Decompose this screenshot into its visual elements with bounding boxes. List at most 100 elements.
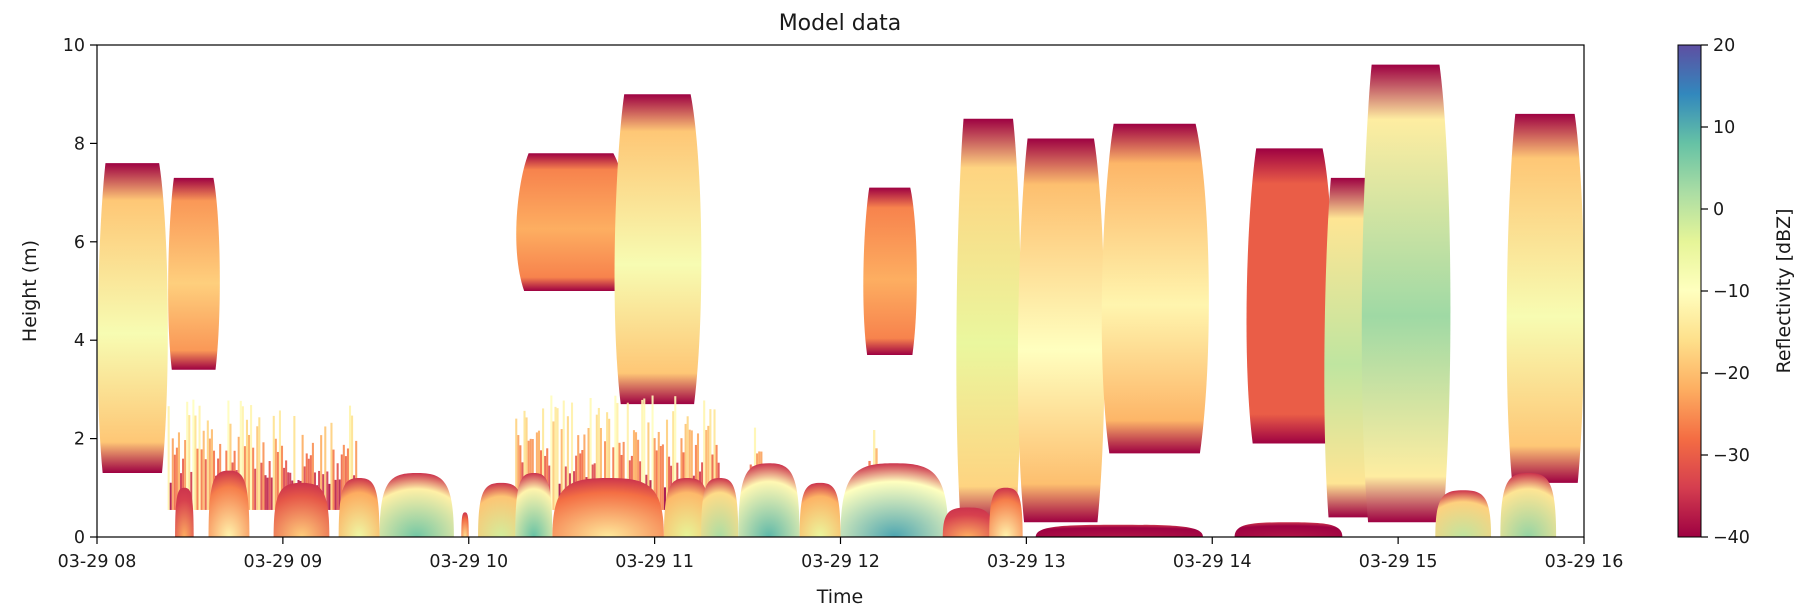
surface-cell [273,482,330,537]
boundary-layer-column [276,451,279,510]
y-tick-label: 10 [63,36,85,56]
x-axis: 03-29 08 03-29 09 03-29 10 03-29 11 03-29 12… [58,537,1623,572]
boundary-layer-column [262,442,265,510]
cloud-blob [97,163,168,474]
boundary-layer-column [210,429,213,510]
boundary-layer-column [245,419,249,510]
boundary-layer-column [324,426,327,510]
boundary-layer-column [182,458,185,510]
cloud-blob [1017,138,1105,523]
cloud-blob [863,187,917,355]
boundary-layer-column [252,447,255,510]
boundary-layer-column [606,412,609,510]
boundary-layer-column [641,399,644,510]
boundary-layer-column [632,430,636,510]
boundary-layer-column [626,402,629,510]
boundary-layer-column [250,405,253,510]
boundary-layer-column [523,410,526,510]
colorbar-ticks: −40 −30 −20 −10 0 10 20 [1701,36,1750,548]
boundary-layer-column [517,435,520,510]
boundary-layer-column [550,395,553,510]
boundary-layer-column [542,408,545,510]
boundary-layer-column [643,398,646,510]
boundary-layer-column [713,409,716,510]
boundary-layer-column [709,409,712,510]
boundary-layer-column [336,463,339,510]
boundary-layer-column [186,401,189,510]
boundary-layer-column [272,415,275,510]
boundary-layer-column [537,430,541,510]
surface-cell [663,477,711,537]
boundary-layer-column [334,479,337,510]
boundary-layer-column [570,402,574,510]
boundary-layer-column [583,434,586,510]
reflectivity-heatmap [97,64,1584,537]
x-tick-label: 03-29 14 [1173,552,1252,572]
boundary-layer-column [707,425,710,510]
boundary-layer-column [668,456,671,510]
y-tick-label: 8 [74,134,85,154]
boundary-layer-column [285,460,288,510]
boundary-layer-column [278,410,281,510]
boundary-layer-column [202,430,205,510]
colorbar-tick-label: −20 [1713,364,1750,384]
colorbar-label: Reflectivity [dBZ] [1773,208,1795,373]
colorbar-tick-label: −30 [1713,446,1750,466]
boundary-layer-column [256,426,259,510]
boundary-layer-column [309,455,312,510]
boundary-layer-column [342,444,345,510]
boundary-layer-column [330,422,333,510]
boundary-layer-column [192,399,195,510]
boundary-layer-column [280,445,284,510]
boundary-layer-column [599,427,602,510]
boundary-layer-column [351,415,354,510]
boundary-layer-column [651,395,654,510]
cloud-blob [1101,123,1209,454]
boundary-layer-column [589,397,592,510]
x-tick-label: 03-29 13 [987,552,1066,572]
y-tick-label: 6 [74,233,85,253]
boundary-layer-column [208,438,211,510]
boundary-layer-column [618,442,621,510]
chart-title: Model data [779,11,902,36]
boundary-layer-column [657,431,660,510]
boundary-layer-column [653,438,656,510]
boundary-layer-column [311,442,314,510]
colorbar-tick-label: 0 [1713,200,1724,220]
surface-cell [1500,473,1557,537]
surface-cell [942,507,993,537]
boundary-layer-column [659,445,662,510]
surface-cell [1035,524,1203,537]
colorbar-tick-label: 10 [1713,118,1735,138]
boundary-layer-column [340,454,343,510]
colorbar-tick-label: −40 [1713,528,1750,548]
boundary-layer-column [322,474,325,510]
boundary-layer-column [227,400,230,510]
cloud-blob [1246,148,1334,444]
boundary-layer-column [206,420,209,510]
boundary-layer-column [169,482,172,510]
boundary-layer-column [715,444,718,510]
boundary-layer-column [686,416,689,510]
boundary-layer-column [239,400,242,510]
cloud-blob [1506,113,1584,483]
boundary-layer-column [194,415,197,510]
colorbar-tick-label: 20 [1713,36,1735,56]
surface-cell [175,487,194,537]
boundary-layer-column [301,434,304,510]
boundary-layer-column [196,448,199,510]
boundary-layer-column [188,415,191,510]
colorbar-tick-label: −10 [1713,282,1750,302]
boundary-layer-column [332,449,335,510]
x-tick-label: 03-29 09 [244,552,323,572]
surface-cell [799,482,841,537]
boundary-layer-column [703,400,706,510]
boundary-layer-column [694,444,697,510]
boundary-layer-column [661,444,664,510]
surface-cell [738,463,800,537]
surface-cell [701,477,739,537]
boundary-layer-column [270,477,273,510]
boundary-layer-column [293,415,296,510]
cloud-blob [614,94,702,405]
